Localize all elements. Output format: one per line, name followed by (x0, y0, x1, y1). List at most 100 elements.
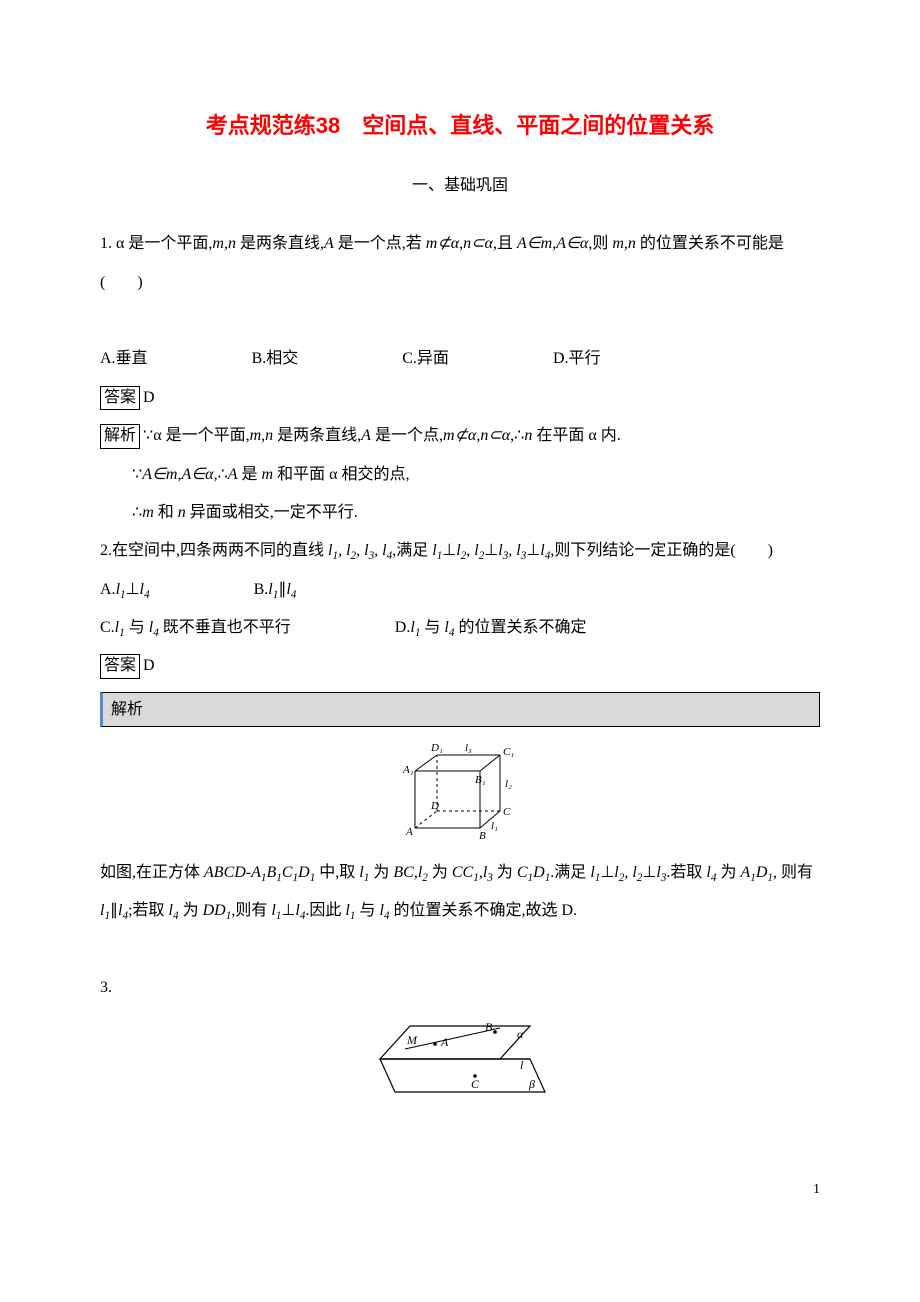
page-title: 考点规范练38 空间点、直线、平面之间的位置关系 (100, 100, 820, 153)
q1-exp3: ∴m 和 n 异面或相交,一定不平行. (100, 494, 820, 532)
answer-label: 答案 (100, 654, 140, 678)
var: l2 (614, 864, 624, 881)
var: A (228, 466, 238, 483)
var: DD1 (203, 902, 232, 919)
text: 与 (355, 902, 379, 919)
var: l3 (516, 542, 526, 559)
lbl-Ap: A (440, 1035, 449, 1049)
var: A1D1 (740, 864, 773, 881)
text: 是两条直线, (236, 235, 324, 252)
q1-opt-b: B.相交 (252, 340, 299, 378)
lbl-D: D (430, 800, 439, 812)
var: A (361, 427, 371, 444)
exp-label: 解析 (111, 701, 143, 718)
var: l2 (418, 864, 428, 881)
text: 中,取 (315, 864, 359, 881)
lbl-l3: l₃ (465, 742, 472, 754)
text: 异面或相交,一定不平行. (186, 504, 358, 521)
q1-opt-d: D.平行 (553, 340, 601, 378)
q1-exp1: 解析∵α 是一个平面,m,n 是两条直线,A 是一个点,m⊄α,n⊂α,∴n 在… (100, 417, 820, 455)
lbl-l2: l₂ (505, 778, 512, 790)
answer-label: 答案 (100, 386, 140, 410)
var: ABCD-A1B1C1D1 (204, 864, 315, 881)
var: l2 (632, 864, 642, 881)
var: l3 (498, 542, 508, 559)
lbl-M: M (406, 1033, 418, 1047)
q2-opt-b: B.l1∥l4 (254, 571, 297, 609)
q2-opt-d: D.l1 与 l4 的位置关系不确定 (395, 609, 587, 647)
var: m⊄α,n⊂α (443, 427, 510, 444)
q1-answer: 答案D (100, 379, 820, 417)
text: ;若取 (128, 902, 168, 919)
rel: ⊥ (442, 542, 456, 559)
q2-options-cd: C.l1 与 l4 既不垂直也不平行 D.l1 与 l4 的位置关系不确定 (100, 609, 820, 647)
var: l1 (359, 864, 369, 881)
var: l4 (169, 902, 179, 919)
var: l4 (706, 864, 716, 881)
lbl-C1: C₁ (503, 746, 514, 758)
text: 为 (428, 864, 452, 881)
lbl-l1: l₁ (491, 820, 498, 832)
planes-svg: M A B C α β l (365, 1014, 555, 1109)
var: m,n (612, 235, 636, 252)
text: 和平面 α 相交的点, (273, 466, 409, 483)
var: A (324, 235, 334, 252)
var: l2 (456, 542, 466, 559)
text: 和 (154, 504, 178, 521)
lbl-C: C (503, 806, 511, 818)
text: .若取 (666, 864, 706, 881)
q2-exp: 如图,在正方体 ABCD-A1B1C1D1 中,取 l1 为 BC,l2 为 C… (100, 854, 820, 931)
var: m,n (212, 235, 236, 252)
answer-value: D (143, 389, 155, 406)
q1-opt-a: A.垂直 (100, 340, 148, 378)
text: 是一个点,若 (334, 235, 426, 252)
cube-svg: A B C D A₁ B₁ C₁ D₁ l₁ l₂ l₃ (395, 733, 525, 843)
text: ,且 (493, 235, 517, 252)
var: l3 (483, 864, 493, 881)
text: ,∴ (214, 466, 228, 483)
answer-value: D (143, 657, 155, 674)
var: C1D1 (517, 864, 550, 881)
var: m,n (250, 427, 274, 444)
lbl-B1: B₁ (475, 774, 486, 786)
lbl-alpha: α (517, 1027, 524, 1041)
text: 是一个点, (371, 427, 443, 444)
var: n (178, 504, 186, 521)
var: l1 (345, 902, 355, 919)
text: 为 (493, 864, 517, 881)
cube-figure: A B C D A₁ B₁ C₁ D₁ l₁ l₂ l₃ (100, 733, 820, 848)
exp-label: 解析 (100, 424, 140, 448)
var: l3 (656, 864, 666, 881)
rel: ⊥ (526, 542, 540, 559)
lbl-D1: D₁ (430, 742, 443, 754)
var: CC1 (452, 864, 479, 881)
var: l1, l2, l3, l4 (328, 542, 392, 559)
var: A∈m,A∈α (517, 235, 588, 252)
var: l1 (590, 864, 600, 881)
text: α 是一个平面, (116, 235, 212, 252)
text: ,满足 (392, 542, 432, 559)
var: l1 (271, 902, 281, 919)
var: l4 (118, 902, 128, 919)
var: l1 (432, 542, 442, 559)
var: l4 (379, 902, 389, 919)
text: ∴ (132, 504, 142, 521)
var: l1 (100, 902, 110, 919)
var: l4 (540, 542, 550, 559)
text: 的位置关系不确定,故选 D. (389, 902, 577, 919)
lbl-Bp: B (485, 1020, 493, 1034)
text: 为 (716, 864, 740, 881)
planes-figure: M A B C α β l (100, 1014, 820, 1114)
var: l2 (474, 542, 484, 559)
text: ,则 (588, 235, 612, 252)
text: ∵ (132, 466, 142, 483)
var: A∈m,A∈α (142, 466, 213, 483)
q2-opt-a: A.l1⊥l4 (100, 571, 150, 609)
lbl-l: l (520, 1058, 524, 1072)
var: m (262, 466, 274, 483)
text: 则有 (781, 864, 813, 881)
lbl-A: A (405, 826, 413, 838)
lbl-beta: β (528, 1077, 535, 1091)
lbl-Cp: C (471, 1077, 480, 1091)
lbl-A1: A₁ (402, 764, 414, 776)
